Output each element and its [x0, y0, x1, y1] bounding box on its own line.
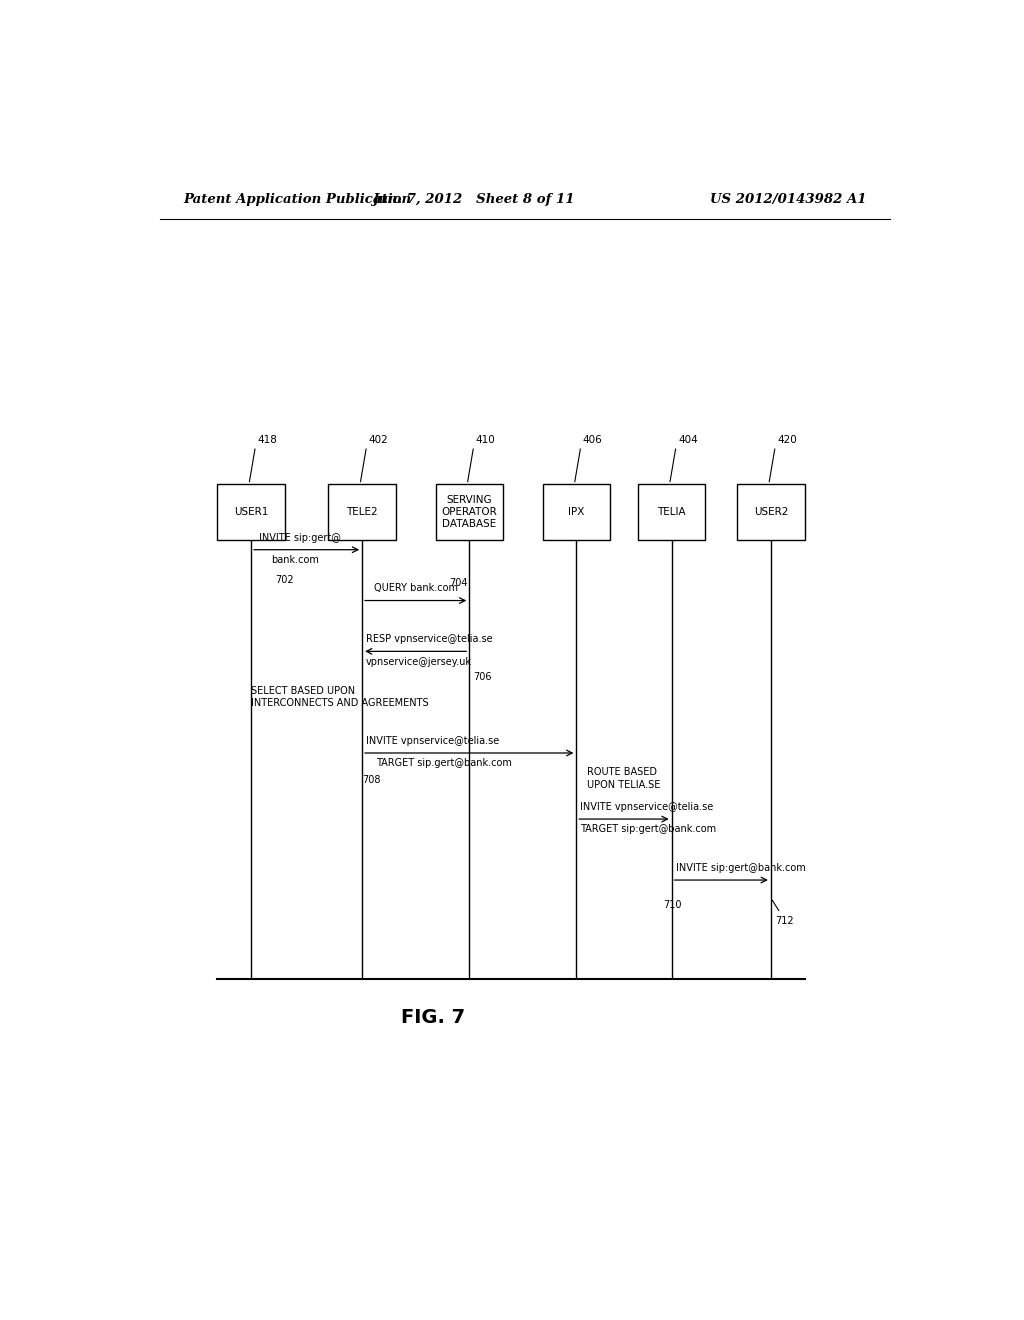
Text: TELIA: TELIA — [657, 507, 686, 516]
Text: 708: 708 — [362, 775, 381, 785]
Text: INVITE sip:gert@bank.com: INVITE sip:gert@bank.com — [676, 863, 805, 873]
Text: 404: 404 — [678, 436, 697, 445]
Bar — [543, 483, 610, 540]
Text: TARGET sip:gert@bank.com: TARGET sip:gert@bank.com — [581, 824, 717, 834]
Text: 704: 704 — [450, 578, 468, 589]
Text: TARGET sip.gert@bank.com: TARGET sip.gert@bank.com — [377, 758, 512, 768]
Text: 420: 420 — [777, 436, 797, 445]
Bar — [217, 483, 285, 540]
Text: INVITE vpnservice@telia.se: INVITE vpnservice@telia.se — [581, 803, 714, 812]
Text: IPX: IPX — [568, 507, 585, 516]
Text: ROUTE BASED
UPON TELIA.SE: ROUTE BASED UPON TELIA.SE — [587, 767, 660, 789]
Text: INVITE sip:gert@: INVITE sip:gert@ — [259, 532, 341, 543]
Bar — [737, 483, 805, 540]
Text: 402: 402 — [369, 436, 388, 445]
Text: FIG. 7: FIG. 7 — [401, 1007, 466, 1027]
Text: 710: 710 — [664, 900, 682, 911]
Bar — [638, 483, 706, 540]
Bar — [329, 483, 396, 540]
Text: TELE2: TELE2 — [346, 507, 378, 516]
Text: SELECT BASED UPON
INTERCONNECTS AND AGREEMENTS: SELECT BASED UPON INTERCONNECTS AND AGRE… — [251, 686, 429, 709]
Bar — [435, 483, 503, 540]
Text: 706: 706 — [473, 672, 492, 681]
Text: 410: 410 — [475, 436, 496, 445]
Text: INVITE vpnservice@telia.se: INVITE vpnservice@telia.se — [367, 735, 500, 746]
Text: Patent Application Publication: Patent Application Publication — [183, 193, 412, 206]
Text: QUERY bank.com: QUERY bank.com — [374, 583, 458, 594]
Text: 702: 702 — [274, 576, 294, 585]
Text: 406: 406 — [583, 436, 602, 445]
Text: 418: 418 — [257, 436, 278, 445]
Text: SERVING
OPERATOR
DATABASE: SERVING OPERATOR DATABASE — [441, 495, 497, 528]
Text: USER2: USER2 — [754, 507, 788, 516]
Text: bank.com: bank.com — [270, 554, 318, 565]
Text: 712: 712 — [775, 916, 794, 925]
Text: vpnservice@jersey.uk: vpnservice@jersey.uk — [367, 656, 472, 667]
Text: RESP vpnservice@telia.se: RESP vpnservice@telia.se — [367, 634, 493, 644]
Text: USER1: USER1 — [233, 507, 268, 516]
Text: Jun. 7, 2012   Sheet 8 of 11: Jun. 7, 2012 Sheet 8 of 11 — [372, 193, 574, 206]
Text: US 2012/0143982 A1: US 2012/0143982 A1 — [710, 193, 866, 206]
